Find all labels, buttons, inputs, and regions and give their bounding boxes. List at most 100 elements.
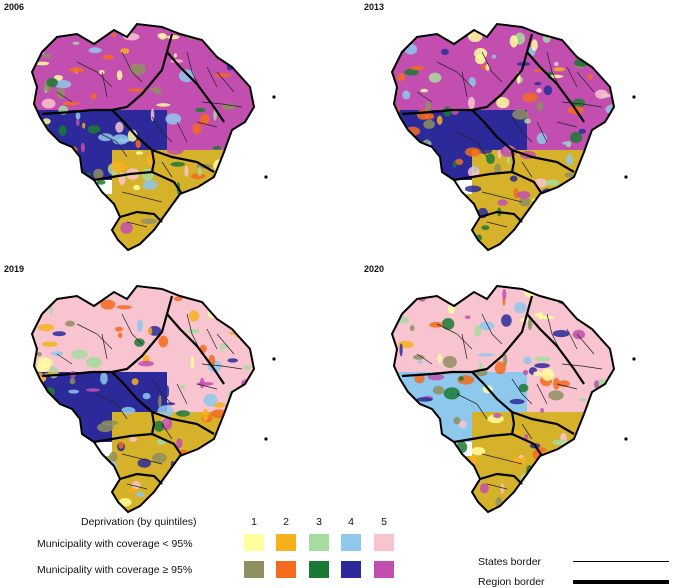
- municipality-patch: [32, 309, 38, 321]
- municipality-patch: [166, 144, 184, 155]
- municipality-patch: [221, 103, 236, 110]
- municipality-patch: [198, 166, 202, 177]
- municipality-patch: [51, 217, 63, 228]
- legend-title: Deprivation (by quintiles): [81, 516, 197, 528]
- municipality-patch: [42, 214, 54, 222]
- municipality-patch: [600, 42, 614, 55]
- municipality-patch: [211, 172, 224, 186]
- municipality-patch: [464, 185, 482, 193]
- municipality-patch: [465, 147, 481, 157]
- states-border-label: States border: [478, 556, 542, 568]
- municipality-patch: [58, 125, 67, 136]
- island-dot: [264, 437, 268, 441]
- municipality-patch: [570, 132, 583, 143]
- municipality-patch: [230, 230, 235, 238]
- municipality-patch: [71, 349, 88, 360]
- municipality-patch: [509, 175, 518, 182]
- municipality-patch: [48, 218, 59, 223]
- island-dot: [264, 175, 268, 179]
- municipality-patch: [135, 151, 144, 155]
- municipality-patch: [518, 383, 529, 393]
- island-dot: [272, 95, 276, 99]
- states-border-line: [573, 561, 669, 562]
- municipality-patch: [68, 389, 80, 394]
- state-border: [436, 323, 473, 350]
- panel-year-label: 2013: [364, 2, 385, 12]
- municipality-patch: [226, 482, 234, 493]
- region-border: [119, 472, 163, 485]
- municipality-patch: [32, 286, 41, 295]
- municipality-patch: [83, 191, 91, 199]
- municipality-patch: [116, 70, 123, 81]
- state-border: [56, 91, 73, 103]
- municipality-patch: [170, 161, 185, 167]
- region-border: [479, 210, 523, 223]
- municipality-patch: [417, 360, 423, 364]
- municipality-patch: [85, 191, 90, 196]
- region-border: [526, 313, 585, 385]
- municipality-patch: [207, 288, 221, 296]
- municipality-patch: [396, 238, 410, 242]
- municipality-patch: [550, 211, 558, 222]
- municipality-patch: [414, 238, 424, 243]
- municipality-patch: [83, 241, 100, 250]
- municipality-patch: [481, 225, 490, 231]
- municipality-patch: [578, 398, 587, 402]
- region-border: [526, 51, 585, 123]
- municipality-patch: [98, 133, 114, 142]
- municipality-patch: [118, 332, 123, 339]
- municipality-patch: [534, 363, 550, 369]
- municipality-patch: [207, 244, 218, 250]
- municipality-patch: [249, 292, 254, 302]
- municipality-patch: [148, 327, 153, 335]
- municipality-patch: [176, 438, 183, 449]
- municipality-patch: [204, 194, 218, 202]
- state-border: [521, 423, 533, 440]
- municipality-patch: [599, 179, 604, 189]
- municipality-patch: [176, 410, 191, 417]
- municipality-patch: [222, 154, 239, 164]
- municipality-patch: [554, 61, 559, 67]
- map-panel-2020: 2020: [362, 264, 692, 519]
- swatch-low-q5: [374, 534, 394, 551]
- municipality-patch: [414, 374, 425, 384]
- municipality-patch: [173, 53, 177, 58]
- state-border: [196, 383, 218, 390]
- municipality-patch: [583, 442, 595, 455]
- brazil-map: [390, 284, 636, 514]
- state-border: [566, 328, 578, 350]
- municipality-patch: [245, 394, 254, 401]
- state-border: [56, 353, 73, 365]
- municipality-patch: [32, 424, 42, 432]
- swatch-high-q2: [276, 561, 296, 578]
- municipality-patch: [238, 63, 254, 70]
- municipality-patch: [581, 443, 587, 457]
- municipality-patch: [485, 64, 490, 71]
- municipality-patch: [165, 113, 182, 125]
- municipality-patch: [225, 442, 235, 447]
- region-border: [119, 210, 163, 223]
- state-border: [511, 378, 533, 405]
- municipality-patch: [416, 109, 431, 120]
- map-panel-2019: 2019: [2, 264, 332, 519]
- municipality-patch: [69, 377, 76, 385]
- region-border: [453, 170, 543, 195]
- municipality-patch: [395, 420, 405, 429]
- municipality-patch: [188, 310, 199, 322]
- municipality-patch: [244, 153, 249, 157]
- municipality-patch: [398, 137, 405, 147]
- municipality-patch: [392, 414, 404, 421]
- municipality-patch: [509, 35, 518, 48]
- municipality-patch: [425, 101, 432, 112]
- municipality-patch: [138, 360, 155, 367]
- municipality-patch: [536, 101, 544, 112]
- municipality-patch: [127, 129, 138, 142]
- municipality-patch: [529, 220, 537, 233]
- municipality-patch: [410, 65, 425, 71]
- municipality-patch: [543, 85, 553, 96]
- municipality-patch: [522, 369, 529, 376]
- municipality-patch: [227, 358, 238, 363]
- municipality-patch: [115, 326, 123, 332]
- municipality-patch: [400, 243, 417, 249]
- municipality-patch: [498, 245, 507, 250]
